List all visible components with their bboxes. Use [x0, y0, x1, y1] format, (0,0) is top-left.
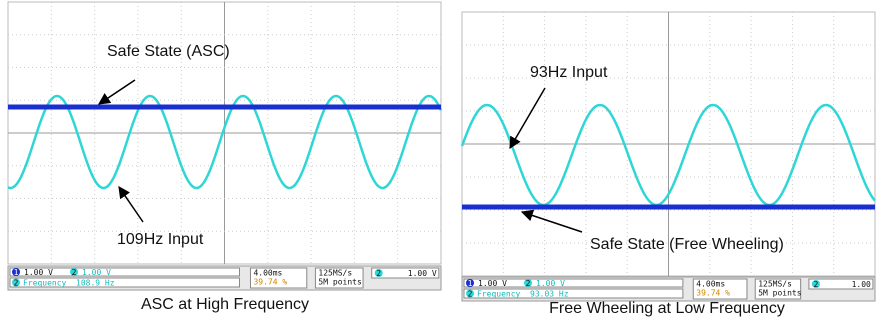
- blue-waveform: [8, 105, 441, 110]
- trigger-id: 2: [814, 280, 819, 289]
- measure-value: 108.9 Hz: [76, 279, 115, 288]
- measure-label: Frequency: [23, 279, 67, 288]
- ch1-id: 1: [14, 268, 19, 277]
- ch2-id: 2: [72, 268, 77, 277]
- trigger-level: 1.00 V: [408, 269, 437, 278]
- timebase: 4.00ms: [696, 280, 725, 289]
- ch2-scale: 1.00 V: [536, 279, 565, 288]
- ch1-scale: 1.00 V: [478, 279, 507, 288]
- sample-rate: 125MS/s: [318, 269, 352, 278]
- record-length: 5M points: [318, 278, 362, 287]
- annotation: Safe State (ASC): [107, 43, 230, 60]
- ch1-id: 1: [468, 279, 473, 288]
- ch2-scale: 1.00 V: [82, 268, 111, 277]
- ch1-scale: 1.00 V: [24, 268, 53, 277]
- measure-label: Frequency: [477, 290, 521, 299]
- ch2-id: 2: [526, 279, 531, 288]
- measure-id: 2: [468, 290, 473, 299]
- trigger-id: 2: [376, 269, 381, 278]
- sample-rate: 125MS/s: [758, 280, 792, 289]
- caption: Free Wheeling at Low Frequency: [549, 300, 785, 317]
- duty: 39.74 %: [253, 278, 287, 287]
- duty: 39.74 %: [696, 289, 730, 298]
- blue-waveform: [462, 205, 875, 210]
- annotation: 109Hz Input: [117, 231, 204, 248]
- trigger-level: 1.00: [852, 280, 871, 289]
- timebase: 4.00ms: [253, 269, 282, 278]
- scope-panel: Safe State (ASC) 109Hz Input 1 1.00 V 2 1.00 …: [8, 2, 441, 313]
- record-length: 5M points: [758, 289, 802, 298]
- page: Safe State (ASC) 109Hz Input 1 1.00 V 2 1.00 …: [0, 0, 881, 322]
- measure-value: 93.03 Hz: [530, 290, 569, 299]
- caption: ASC at High Frequency: [141, 296, 309, 313]
- measure-id: 2: [14, 279, 19, 288]
- annotation: 93Hz Input: [530, 64, 608, 81]
- annotation: Safe State (Free Wheeling): [590, 236, 784, 253]
- scope-panel: 93Hz Input Safe State (Free Wheeling) 1 1.0…: [462, 12, 875, 317]
